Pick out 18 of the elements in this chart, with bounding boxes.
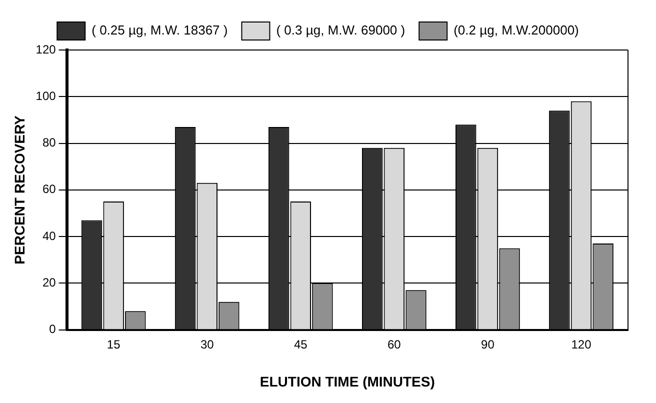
x-tick-label: 15 xyxy=(106,337,121,352)
y-tick-label: 0 xyxy=(49,322,56,336)
x-axis-title: ELUTION TIME (MINUTES) xyxy=(260,373,435,390)
x-tick-label: 30 xyxy=(200,337,214,352)
x-tick-label: 45 xyxy=(294,337,308,352)
x-tick-label: 60 xyxy=(387,337,402,352)
y-tick-label: 120 xyxy=(36,42,56,56)
legend-label: ( 0.25 µg, M.W. 18367 ) xyxy=(92,22,228,38)
y-tick-label: 40 xyxy=(42,228,56,243)
legend-label: ( 0.3 µg, M.W. 69000 ) xyxy=(276,22,406,38)
y-tick-label: 100 xyxy=(36,88,56,103)
y-tick-label: 60 xyxy=(42,182,56,196)
x-tick-label: 90 xyxy=(481,337,495,352)
x-tick-label: 120 xyxy=(571,337,592,352)
legend-label: (0.2 µg, M.W.200000) xyxy=(454,22,579,38)
y-tick-label: 20 xyxy=(42,275,56,290)
y-tick-label: 80 xyxy=(42,136,56,150)
y-axis-title: PERCENT RECOVERY xyxy=(11,114,28,264)
